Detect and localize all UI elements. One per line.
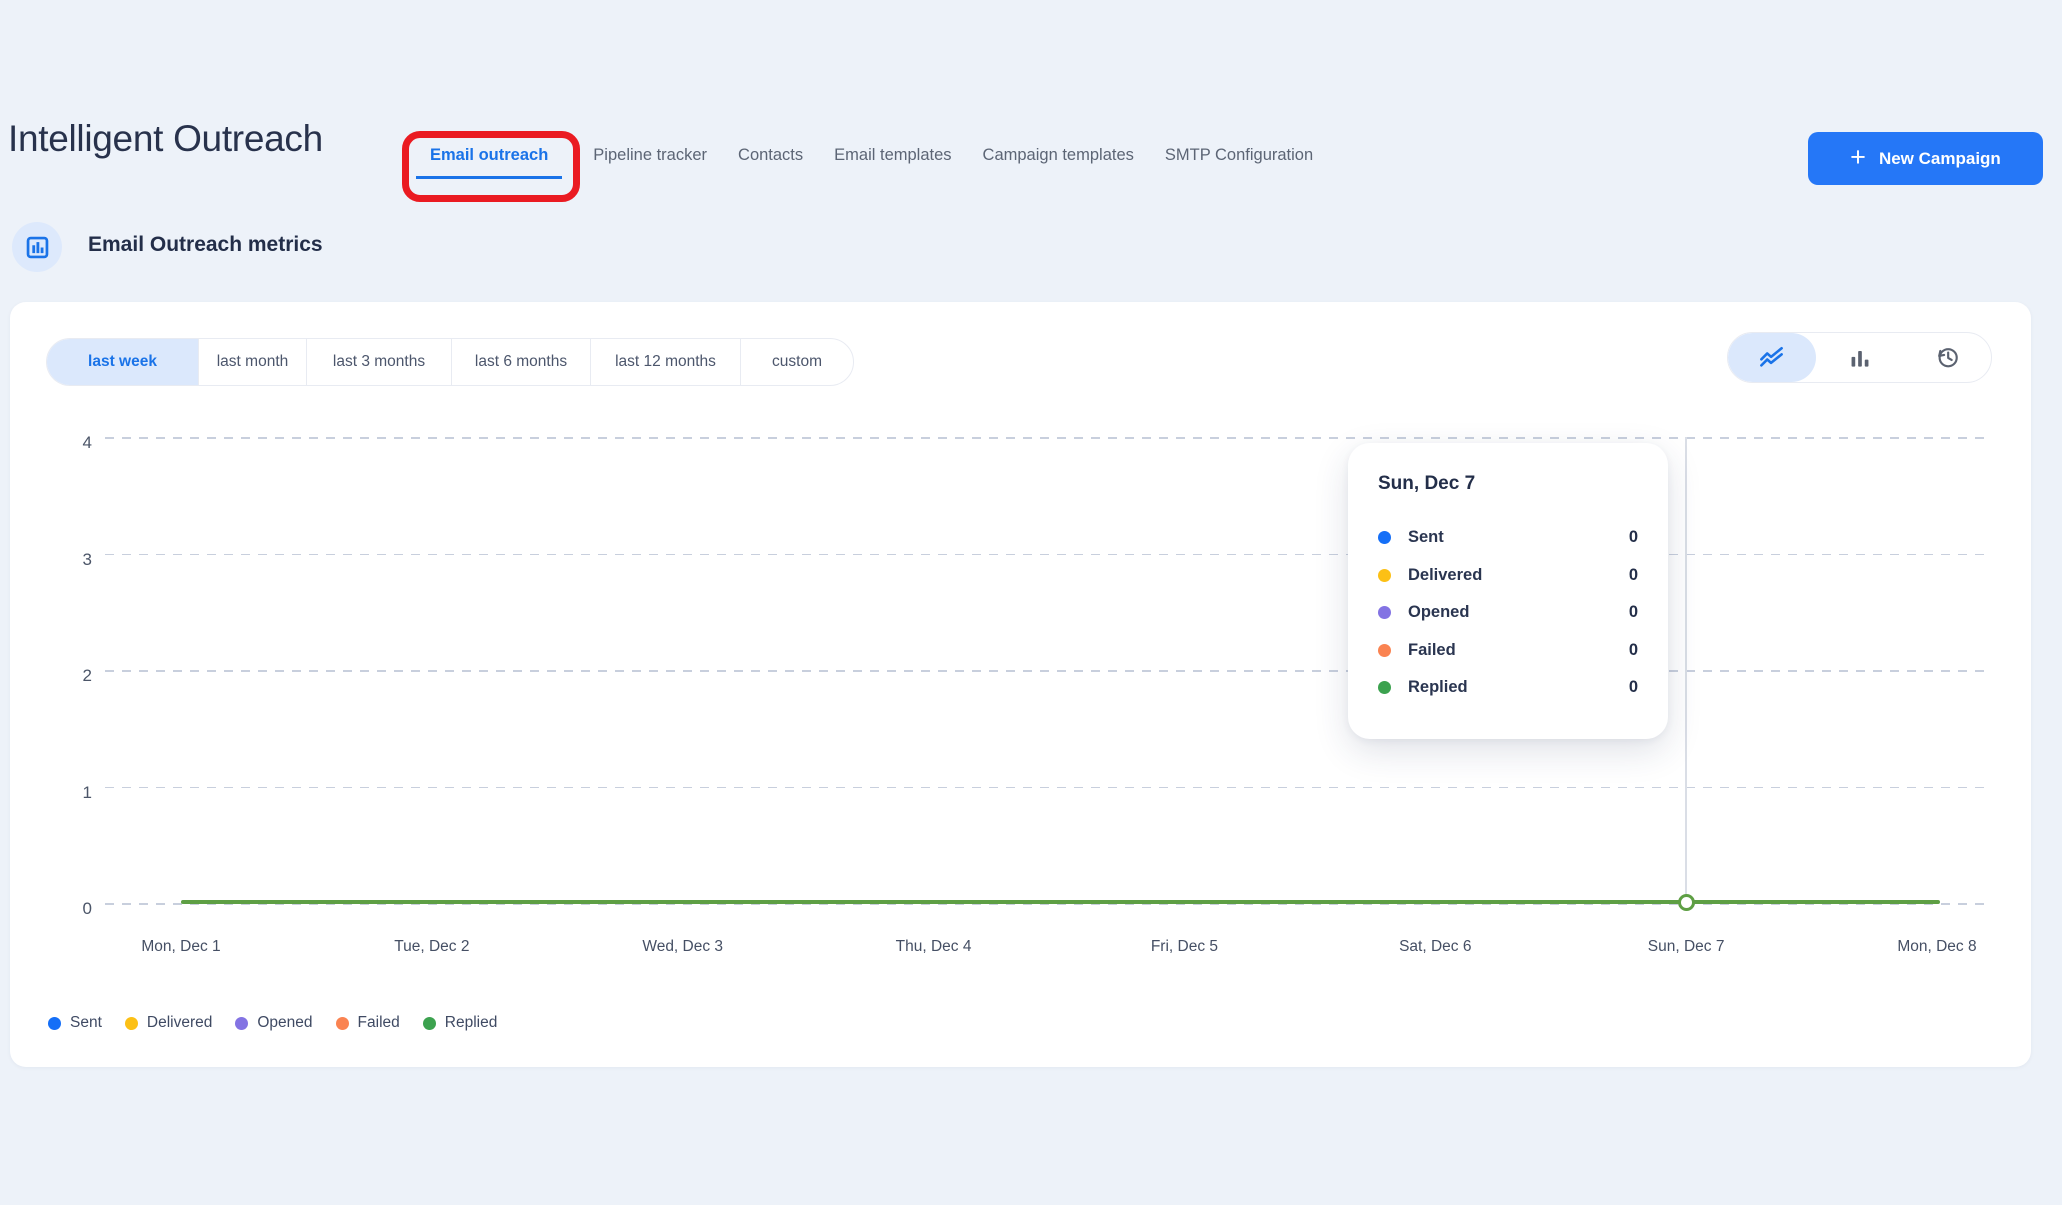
x-axis-label: Sat, Dec 6	[1399, 938, 1472, 955]
tooltip-row-failed: Failed 0	[1378, 632, 1638, 670]
gridline-y-4	[105, 437, 1992, 439]
failed-dot-icon	[335, 1016, 349, 1030]
x-axis-label: Sun, Dec 7	[1647, 938, 1725, 955]
line-chart-view-button[interactable]	[1728, 333, 1816, 382]
tooltip-row-delivered: Delivered 0	[1378, 557, 1638, 595]
tooltip-series-label: Replied	[1408, 678, 1468, 697]
legend-item-failed[interactable]: Failed	[335, 1014, 400, 1032]
x-axis-label: Mon, Dec 1	[141, 938, 221, 955]
time-range-filter: last week last month last 3 months last 6 m…	[46, 338, 854, 386]
filter-last-6-months[interactable]: last 6 months	[452, 339, 591, 385]
tab-pipeline-tracker[interactable]: Pipeline tracker	[593, 146, 708, 164]
bar-chart-icon	[12, 222, 62, 272]
legend-item-replied[interactable]: Replied	[422, 1014, 498, 1032]
crosshair-line	[1685, 437, 1688, 903]
page-title: Intelligent Outreach	[8, 118, 323, 159]
filter-last-month[interactable]: last month	[199, 339, 307, 385]
tooltip-series-value: 0	[1628, 678, 1638, 697]
y-axis-label: 4	[82, 433, 92, 452]
chart-view-toggle	[1727, 332, 1992, 383]
history-view-button[interactable]	[1903, 333, 1991, 382]
section-title: Email Outreach metrics	[88, 233, 323, 256]
opened-dot-icon	[235, 1016, 249, 1030]
tab-contacts[interactable]: Contacts	[738, 146, 804, 164]
chart-tooltip: Sun, Dec 7 Sent 0 Delivered 0 Opened 0 Failed 0…	[1348, 443, 1668, 739]
plus-icon: +	[1850, 141, 1866, 172]
delivered-dot-icon	[1378, 568, 1391, 582]
legend-item-delivered[interactable]: Delivered	[124, 1014, 213, 1032]
tooltip-series-label: Sent	[1408, 528, 1444, 547]
x-axis-label: Thu, Dec 4	[895, 938, 972, 955]
delivered-dot-icon	[124, 1016, 138, 1030]
filter-last-3-months[interactable]: last 3 months	[307, 339, 452, 385]
sent-dot-icon	[1378, 531, 1391, 545]
history-icon	[1937, 348, 1958, 368]
x-axis-label: Wed, Dec 3	[642, 938, 724, 955]
filter-last-12-months[interactable]: last 12 months	[591, 339, 741, 385]
tooltip-series-value: 0	[1628, 603, 1638, 622]
new-campaign-button[interactable]: + New Campaign	[1808, 132, 2043, 185]
chart-legend: Sent Delivered Opened Failed Replied	[48, 1014, 497, 1032]
chart-area: 4 3 2 1 0 Mon, Dec 1 Tue, Dec 2 Wed, Dec 3 Thu, …	[10, 302, 2031, 1067]
tab-email-outreach[interactable]: Email outreach	[416, 142, 563, 179]
tab-campaign-templates[interactable]: Campaign templates	[982, 146, 1134, 164]
series-line	[181, 899, 1940, 904]
tooltip-rows: Sent 0 Delivered 0 Opened 0 Failed 0 Replied 0	[1378, 519, 1638, 707]
tooltip-title: Sun, Dec 7	[1378, 473, 1476, 494]
tooltip-series-label: Opened	[1408, 603, 1470, 622]
new-campaign-label: New Campaign	[1878, 148, 2001, 168]
tooltip-series-value: 0	[1628, 565, 1638, 584]
legend-label: Replied	[444, 1014, 498, 1031]
y-axis-label: 2	[82, 666, 92, 685]
filter-custom[interactable]: custom	[772, 353, 822, 370]
hollow-circle-marker[interactable]	[1677, 893, 1695, 911]
legend-label: Failed	[357, 1014, 400, 1031]
legend-item-opened[interactable]: Opened	[235, 1014, 313, 1032]
gridline-y-3	[105, 553, 1992, 555]
opened-dot-icon	[1378, 606, 1391, 620]
nav-tabs: Email outreach Pipeline tracker Contacts Em…	[416, 142, 1313, 179]
bar-chart-view-button[interactable]	[1816, 333, 1904, 382]
y-axis-label: 0	[82, 899, 92, 918]
tooltip-series-label: Failed	[1408, 640, 1456, 659]
filter-last-week[interactable]: last week	[47, 339, 199, 385]
tab-smtp-configuration[interactable]: SMTP Configuration	[1164, 146, 1314, 164]
replied-dot-icon	[422, 1016, 436, 1030]
sent-dot-icon	[48, 1016, 61, 1030]
tooltip-series-label: Delivered	[1408, 565, 1483, 584]
y-axis-label: 3	[82, 549, 92, 569]
tab-email-templates[interactable]: Email templates	[834, 146, 952, 164]
line-chart-icon	[1760, 346, 1784, 367]
x-axis-label: Mon, Dec 8	[1897, 938, 1977, 955]
failed-dot-icon	[1378, 643, 1391, 657]
tooltip-row-replied: Replied 0	[1378, 669, 1638, 707]
metrics-card: last week last month last 3 months last 6 m…	[10, 302, 2031, 1067]
gridline-y-2	[105, 670, 1992, 672]
legend-item-sent[interactable]: Sent	[48, 1014, 102, 1032]
x-axis-label: Tue, Dec 2	[394, 938, 470, 955]
y-axis-label: 1	[82, 782, 92, 802]
tooltip-series-value: 0	[1628, 528, 1638, 547]
bar-chart-icon	[1851, 350, 1868, 367]
tooltip-row-opened: Opened 0	[1378, 594, 1638, 632]
replied-dot-icon	[1378, 681, 1391, 695]
tooltip-series-value: 0	[1628, 640, 1638, 659]
x-axis-label: Fri, Dec 5	[1150, 938, 1219, 955]
legend-label: Opened	[257, 1014, 313, 1031]
tooltip-row-sent: Sent 0	[1378, 519, 1638, 557]
gridline-y-1	[105, 786, 1992, 788]
legend-label: Delivered	[146, 1014, 213, 1031]
legend-label: Sent	[70, 1014, 102, 1031]
